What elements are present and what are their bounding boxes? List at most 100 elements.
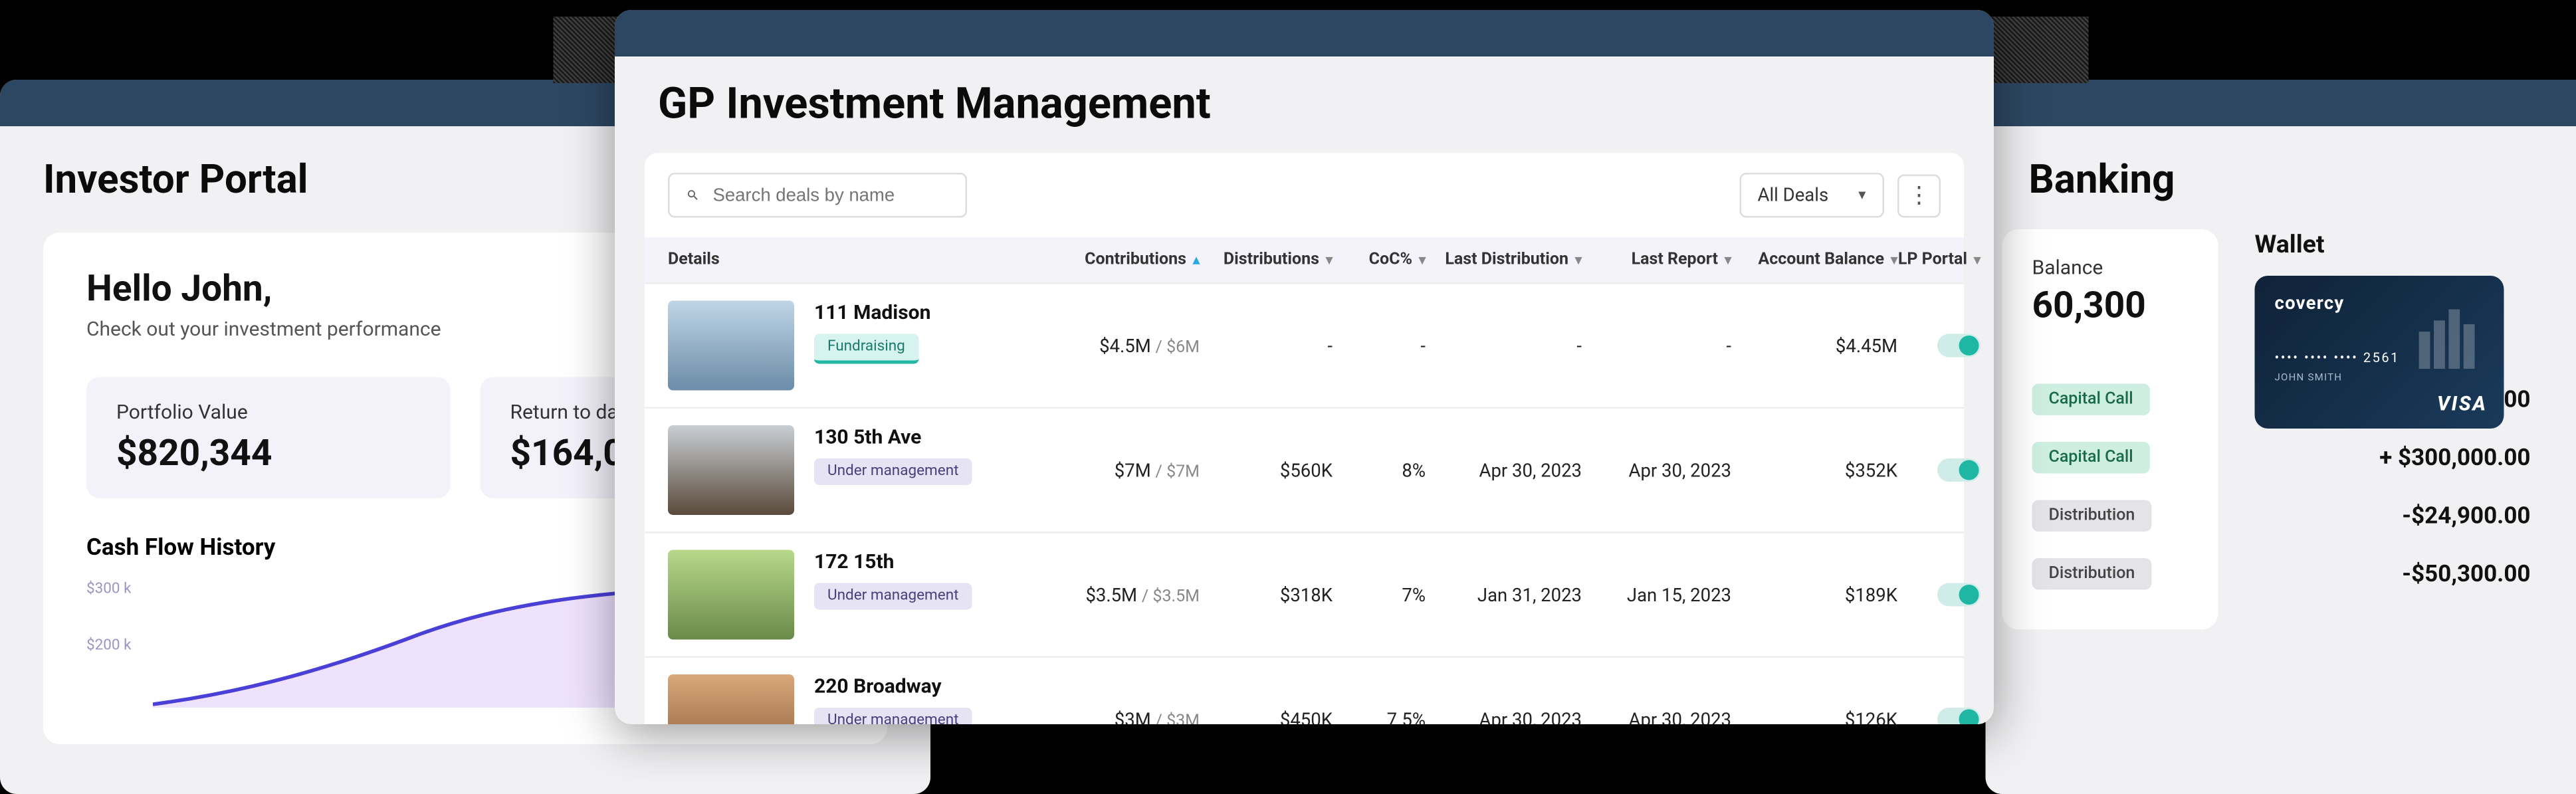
table-row[interactable]: 220 Broadway Under management $3M / $3M …	[645, 656, 1964, 725]
col-details[interactable]: Details	[668, 251, 1050, 270]
toolbar-more-button[interactable]: ⋮	[1897, 173, 1941, 217]
transaction-tag: Capital Call	[2032, 442, 2150, 474]
table-row[interactable]: 130 5th Ave Under management $7M / $7M $…	[645, 407, 1964, 532]
panel-title-bar	[615, 10, 1994, 56]
deal-name: 111 Madison	[814, 301, 930, 324]
deal-name: 172 15th	[814, 550, 972, 573]
col-distributions[interactable]: Distributions▾	[1200, 251, 1333, 270]
chart-ytick: $300 k	[86, 581, 132, 598]
deal-status-badge: Under management	[814, 583, 972, 610]
cell-contributions: $4.5M / $6M	[1050, 335, 1200, 357]
col-last-distribution[interactable]: Last Distribution▾	[1426, 251, 1582, 270]
cell-coc: 7.5%	[1333, 708, 1426, 724]
sort-icon: ▾	[1725, 252, 1731, 268]
deals-card: All Deals ▾ ⋮ Details Contributions▴ Dis…	[645, 153, 1964, 724]
cell-distributions: -	[1200, 335, 1333, 357]
stat-value: $820,344	[116, 434, 421, 476]
card-network: VISA	[2437, 392, 2488, 415]
deal-name: 130 5th Ave	[814, 425, 972, 448]
toggle-switch[interactable]	[1937, 334, 1981, 357]
cell-last-distribution: Apr 30, 2023	[1426, 708, 1582, 724]
gp-management-panel: GP Investment Management All Deals ▾ ⋮ D…	[615, 10, 1994, 724]
cell-last-distribution: -	[1426, 335, 1582, 357]
deal-status-badge: Under management	[814, 708, 972, 724]
row-more-button[interactable]: ⋮	[1981, 581, 1994, 608]
cell-contributions: $3M / $3M	[1050, 708, 1200, 724]
chevron-down-icon: ▾	[1858, 187, 1866, 203]
deal-details: 220 Broadway Under management	[668, 674, 1050, 724]
col-account-balance[interactable]: Account Balance▾	[1731, 251, 1897, 270]
sort-asc-icon: ▴	[1193, 252, 1200, 268]
search-box[interactable]	[668, 173, 967, 218]
search-icon	[687, 185, 700, 207]
deal-thumbnail	[668, 301, 794, 391]
credit-card[interactable]: covercy •••• •••• •••• 2561 JOHN SMITH V…	[2255, 276, 2504, 429]
table-row[interactable]: 172 15th Under management $3.5M / $3.5M …	[645, 532, 1964, 656]
sort-icon: ▾	[1575, 252, 1582, 268]
deals-table-header: Details Contributions▴ Distributions▾ Co…	[645, 238, 1964, 283]
row-more-button[interactable]: ⋮	[1981, 332, 1994, 359]
cell-distributions: $560K	[1200, 459, 1333, 481]
col-last-report[interactable]: Last Report▾	[1582, 251, 1731, 270]
wallet-title: Wallet	[2255, 229, 2504, 259]
toggle-switch[interactable]	[1937, 708, 1981, 724]
cell-account-balance: $352K	[1731, 459, 1897, 481]
deal-thumbnail	[668, 550, 794, 640]
sort-icon: ▾	[1891, 252, 1897, 268]
deal-details: 130 5th Ave Under management	[668, 425, 1050, 515]
row-more-button[interactable]: ⋮	[1981, 457, 1994, 484]
deal-thumbnail	[668, 674, 794, 724]
col-lp-portal[interactable]: LP Portal▾	[1897, 251, 1981, 270]
banking-title: Banking	[1986, 126, 2576, 203]
deals-filter-dropdown[interactable]: All Deals ▾	[1739, 173, 1884, 218]
deal-name: 220 Broadway	[814, 674, 972, 698]
cell-last-distribution: Jan 31, 2023	[1426, 584, 1582, 606]
toggle-switch[interactable]	[1937, 583, 1981, 607]
cell-account-balance: $4.45M	[1731, 335, 1897, 357]
balance-card: Balance 60,300 Capital Call + $250,600.0…	[2002, 229, 2218, 630]
col-coc[interactable]: CoC%▾	[1333, 251, 1426, 270]
cell-distributions: $318K	[1200, 584, 1333, 606]
banking-panel: Banking Balance 60,300 Capital Call + $2…	[1986, 80, 2576, 794]
cell-last-report: -	[1582, 335, 1731, 357]
cell-distributions: $450K	[1200, 708, 1333, 724]
toggle-switch[interactable]	[1937, 458, 1981, 482]
table-row[interactable]: 111 Madison Fundraising $4.5M / $6M - - …	[645, 282, 1964, 407]
search-input[interactable]	[713, 185, 949, 205]
dropdown-label: All Deals	[1758, 185, 1829, 207]
cell-contributions: $3.5M / $3.5M	[1050, 584, 1200, 606]
cell-contributions: $7M / $7M	[1050, 459, 1200, 481]
transaction-tag: Distribution	[2032, 558, 2152, 590]
gp-title: GP Investment Management	[615, 56, 1994, 130]
deals-toolbar: All Deals ▾ ⋮	[645, 153, 1964, 238]
balance-value: 60,300	[2032, 286, 2189, 328]
col-contributions[interactable]: Contributions▴	[1050, 251, 1200, 270]
balance-label: Balance	[2032, 256, 2189, 279]
cell-lp-portal-toggle[interactable]	[1897, 458, 1981, 482]
cell-lp-portal-toggle[interactable]	[1897, 334, 1981, 357]
card-art-icon	[2415, 306, 2491, 369]
transaction-tag: Distribution	[2032, 500, 2152, 532]
cell-coc: -	[1333, 335, 1426, 357]
cell-account-balance: $189K	[1731, 584, 1897, 606]
transaction-tag: Capital Call	[2032, 384, 2150, 416]
cell-coc: 7%	[1333, 584, 1426, 606]
sort-icon: ▾	[1326, 252, 1333, 268]
cell-last-report: Jan 15, 2023	[1582, 584, 1731, 606]
stat-portfolio-value: Portfolio Value $820,344	[86, 377, 451, 499]
cell-last-report: Apr 30, 2023	[1582, 708, 1731, 724]
stat-label: Portfolio Value	[116, 401, 421, 424]
deal-details: 172 15th Under management	[668, 550, 1050, 640]
sort-icon: ▾	[1974, 252, 1981, 268]
cell-lp-portal-toggle[interactable]	[1897, 708, 1981, 724]
cell-last-report: Apr 30, 2023	[1582, 459, 1731, 481]
deal-thumbnail	[668, 425, 794, 515]
cell-account-balance: $126K	[1731, 708, 1897, 724]
chart-ytick: $200 k	[86, 638, 132, 654]
deal-status-badge: Fundraising	[814, 334, 918, 364]
sort-icon: ▾	[1419, 252, 1426, 268]
cell-coc: 8%	[1333, 459, 1426, 481]
deal-details: 111 Madison Fundraising	[668, 301, 1050, 391]
card-holder: JOHN SMITH	[2275, 372, 2484, 384]
cell-lp-portal-toggle[interactable]	[1897, 583, 1981, 607]
